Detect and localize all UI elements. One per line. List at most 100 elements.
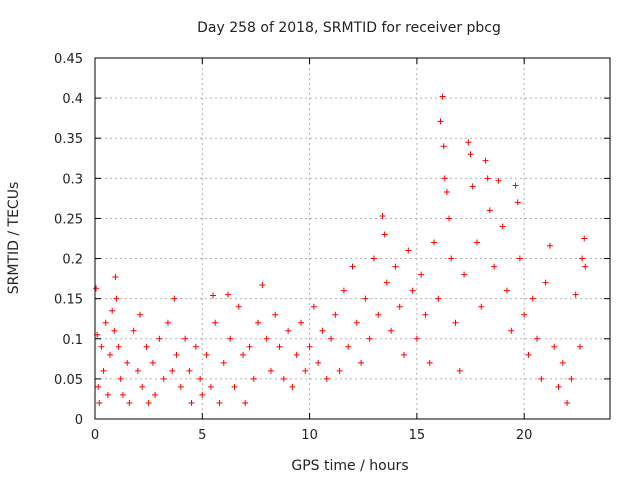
data-point: [280, 375, 287, 382]
data-point: [306, 343, 313, 350]
data-point: [491, 263, 498, 270]
data-point: [529, 295, 536, 302]
data-point: [227, 335, 234, 342]
data-point: [197, 375, 204, 382]
data-point: [534, 335, 541, 342]
grid-lines: [95, 58, 610, 419]
data-point: [441, 175, 448, 182]
data-point: [388, 327, 395, 334]
x-tick-label: 15: [409, 428, 426, 443]
data-point: [576, 343, 583, 350]
data-point: [298, 319, 304, 326]
y-tick-label: 0.3: [62, 172, 83, 187]
data-point: [203, 351, 210, 358]
data-point: [546, 242, 553, 249]
data-point: [482, 157, 489, 164]
x-axis-ticks: 0 5 10 15 20: [91, 58, 533, 443]
data-point: [199, 391, 206, 398]
data-point: [396, 303, 403, 310]
data-point: [220, 359, 227, 366]
x-tick-label: 5: [198, 428, 206, 443]
data-point: [149, 359, 156, 366]
data-points: [93, 93, 589, 406]
data-point: [439, 93, 446, 100]
data-point: [319, 327, 326, 334]
y-tick-label: 0.45: [54, 52, 83, 67]
data-point: [370, 255, 377, 262]
data-point: [495, 177, 502, 184]
data-point: [435, 295, 442, 302]
chart-title: Day 258 of 2018, SRMTID for receiver pbc…: [197, 20, 501, 36]
data-point: [409, 287, 416, 294]
data-point: [100, 367, 107, 374]
data-point: [171, 295, 178, 302]
data-point: [332, 311, 339, 318]
data-point: [119, 391, 126, 398]
data-point: [212, 319, 219, 326]
data-point: [289, 383, 296, 390]
data-point: [486, 207, 493, 214]
data-point: [255, 319, 262, 326]
y-tick-label: 0.05: [54, 373, 83, 388]
data-point: [315, 359, 322, 366]
data-point: [98, 343, 105, 350]
data-point: [499, 223, 506, 230]
data-point: [145, 399, 152, 406]
y-tick-label: 0.4: [62, 92, 83, 107]
y-tick-label: 0: [75, 413, 83, 428]
data-point: [109, 307, 116, 314]
data-point: [117, 375, 124, 382]
data-point: [484, 175, 491, 182]
data-point: [328, 335, 335, 342]
data-point: [440, 143, 447, 150]
data-point: [240, 351, 247, 358]
data-point: [267, 367, 274, 374]
plot-frame: [94, 57, 611, 420]
data-point: [186, 367, 193, 374]
y-tick-label: 0.15: [54, 293, 83, 308]
data-point: [130, 327, 137, 334]
data-point: [242, 399, 249, 406]
data-point: [568, 375, 575, 382]
data-point: [516, 255, 523, 262]
data-point: [469, 183, 476, 190]
data-point: [452, 319, 459, 326]
data-point: [512, 182, 519, 189]
data-point: [107, 351, 114, 358]
data-point: [381, 231, 388, 238]
data-point: [126, 399, 133, 406]
data-point: [104, 391, 111, 398]
data-point: [188, 399, 195, 406]
data-point: [538, 375, 545, 382]
data-point: [379, 213, 386, 220]
data-point: [437, 118, 444, 125]
data-point: [418, 271, 425, 278]
data-point: [134, 367, 141, 374]
data-point: [542, 279, 549, 286]
data-point: [579, 255, 586, 262]
data-point: [392, 263, 399, 270]
x-tick-label: 20: [516, 428, 533, 443]
data-point: [465, 139, 472, 146]
data-point: [235, 303, 242, 310]
data-point: [111, 327, 118, 334]
data-point: [508, 327, 515, 334]
data-point: [473, 239, 480, 246]
data-point: [225, 291, 232, 298]
data-point: [456, 367, 463, 374]
data-point: [113, 295, 120, 302]
data-point: [405, 247, 412, 254]
data-point: [96, 399, 103, 406]
data-point: [564, 399, 571, 406]
data-point: [160, 375, 167, 382]
data-point: [156, 335, 163, 342]
data-point: [93, 285, 100, 292]
data-point: [177, 383, 184, 390]
data-point: [246, 343, 253, 350]
data-point: [504, 287, 510, 294]
data-point: [192, 343, 199, 350]
data-point: [139, 383, 146, 390]
data-point: [210, 292, 217, 299]
y-axis-ticks: 0 0.05 0.1 0.15 0.2 0.25 0.3 0.35 0.4 0.45: [54, 52, 610, 428]
